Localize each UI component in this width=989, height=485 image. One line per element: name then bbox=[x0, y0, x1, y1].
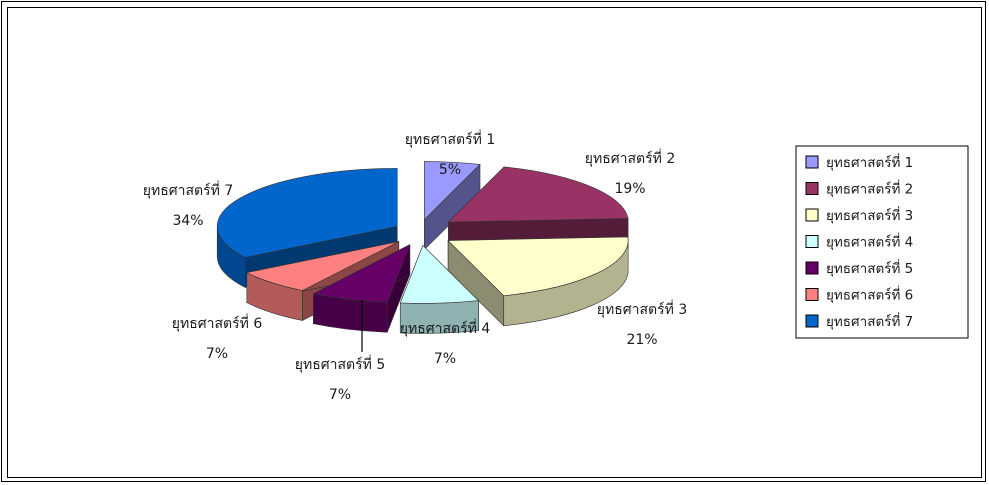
data-labels: ยุทธศาสตร์ที่ 1 5% ยุทธศาสตร์ที่ 2 19% ยุทธศ… bbox=[143, 130, 687, 403]
data-label-name-4: ยุทธศาสตร์ที่ 4 bbox=[400, 319, 491, 337]
data-label-name-2: ยุทธศาสตร์ที่ 2 bbox=[585, 149, 675, 167]
inner-frame bbox=[7, 7, 982, 478]
data-label-name-6: ยุทธศาสตร์ที่ 6 bbox=[172, 314, 263, 332]
pie-slices bbox=[216, 161, 629, 334]
legend-swatch-3 bbox=[805, 208, 819, 222]
legend-swatch-6 bbox=[805, 288, 819, 301]
data-label-percent-2: 19% bbox=[614, 181, 645, 197]
legend-swatch-2 bbox=[805, 182, 819, 195]
legend-label-4: ยุทธศาสตร์ที่ 4 bbox=[826, 233, 913, 251]
data-label-percent-5: 7% bbox=[329, 387, 351, 403]
legend-label-3: ยุทธศาสตร์ที่ 3 bbox=[826, 206, 913, 224]
legend-label-2: ยุทธศาสตร์ที่ 2 bbox=[826, 180, 913, 198]
legend-label-1: ยุทธศาสตร์ที่ 1 bbox=[826, 153, 913, 171]
data-label-name-3: ยุทธศาสตร์ที่ 3 bbox=[597, 300, 687, 318]
pie-slice-4 bbox=[399, 244, 480, 334]
legend: ยุทธศาสตร์ที่ 1 ยุทธศาสตร์ที่ 2 ยุทธศาสตร์… bbox=[795, 145, 969, 339]
legend-swatch-1 bbox=[805, 155, 819, 169]
data-label-percent-1: 5% bbox=[439, 162, 461, 178]
data-label-name-7: ยุทธศาสตร์ที่ 7 bbox=[143, 181, 233, 199]
pie-slice-3 bbox=[447, 236, 629, 327]
legend-box bbox=[795, 145, 969, 339]
legend-swatch-5 bbox=[805, 261, 819, 275]
data-label-percent-7: 34% bbox=[172, 213, 203, 229]
data-label-percent-4: 7% bbox=[434, 351, 456, 367]
data-label-name-5: ยุทธศาสตร์ที่ 5 bbox=[295, 355, 385, 373]
legend-label-5: ยุทธศาสตร์ที่ 5 bbox=[826, 259, 913, 277]
legend-label-7: ยุทธศาสตร์ที่ 7 bbox=[826, 312, 913, 330]
legend-swatch-7 bbox=[805, 314, 819, 328]
legend-swatch-4 bbox=[805, 235, 819, 248]
legend-label-6: ยุทธศาสตร์ที่ 6 bbox=[826, 286, 913, 304]
pie-slice-5 bbox=[312, 244, 411, 333]
data-label-name-1: ยุทธศาสตร์ที่ 1 bbox=[405, 130, 495, 148]
data-label-percent-6: 7% bbox=[206, 346, 228, 362]
data-label-percent-3: 21% bbox=[626, 332, 657, 348]
